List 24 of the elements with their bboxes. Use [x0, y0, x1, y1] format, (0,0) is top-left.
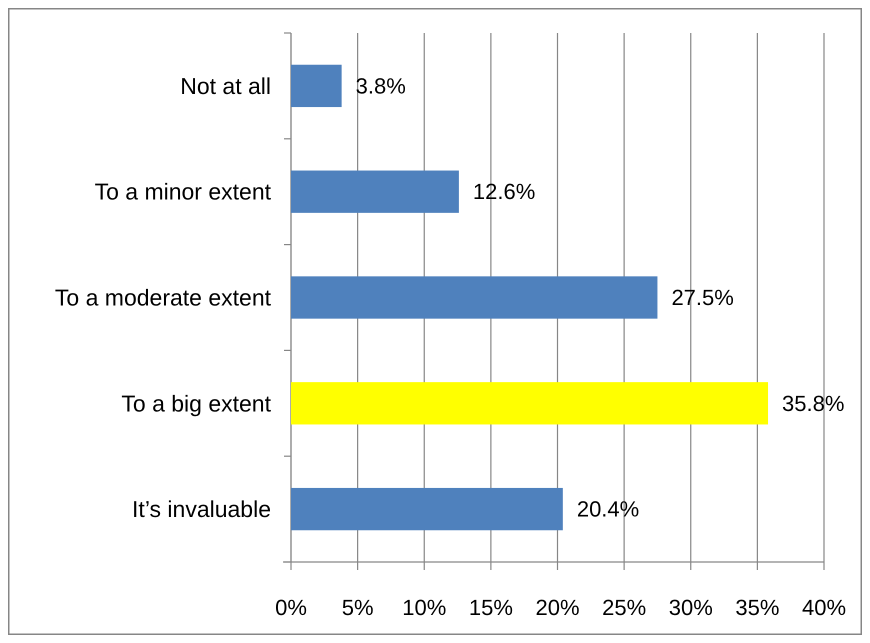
data-label: 27.5%: [671, 285, 734, 310]
y-tick-label: To a minor extent: [94, 178, 272, 205]
bar: [291, 170, 459, 213]
bar: [291, 382, 768, 424]
x-tick-label: 35%: [735, 595, 780, 620]
bar: [291, 488, 563, 530]
y-tick-label: To a big extent: [121, 390, 272, 416]
x-tick-label: 20%: [535, 595, 580, 620]
data-label: 20.4%: [576, 496, 640, 522]
x-tick-label: 0%: [275, 595, 307, 620]
x-tick-label: 30%: [668, 595, 713, 620]
bar: [291, 276, 658, 319]
x-tick-label: 15%: [468, 595, 513, 620]
x-tick-label: 25%: [602, 595, 646, 620]
x-tick-label: 40%: [802, 595, 846, 620]
y-tick-label: Not at all: [180, 72, 271, 99]
data-label: 35.8%: [782, 390, 844, 416]
x-tick-label: 5%: [342, 595, 374, 620]
bar: [291, 64, 342, 108]
y-tick-label: It’s invaluable: [132, 496, 271, 522]
x-tick-label: 10%: [402, 595, 446, 620]
y-tick-label: To a moderate extent: [54, 284, 272, 310]
data-label: 3.8%: [356, 73, 406, 98]
data-label: 12.6%: [472, 179, 536, 204]
